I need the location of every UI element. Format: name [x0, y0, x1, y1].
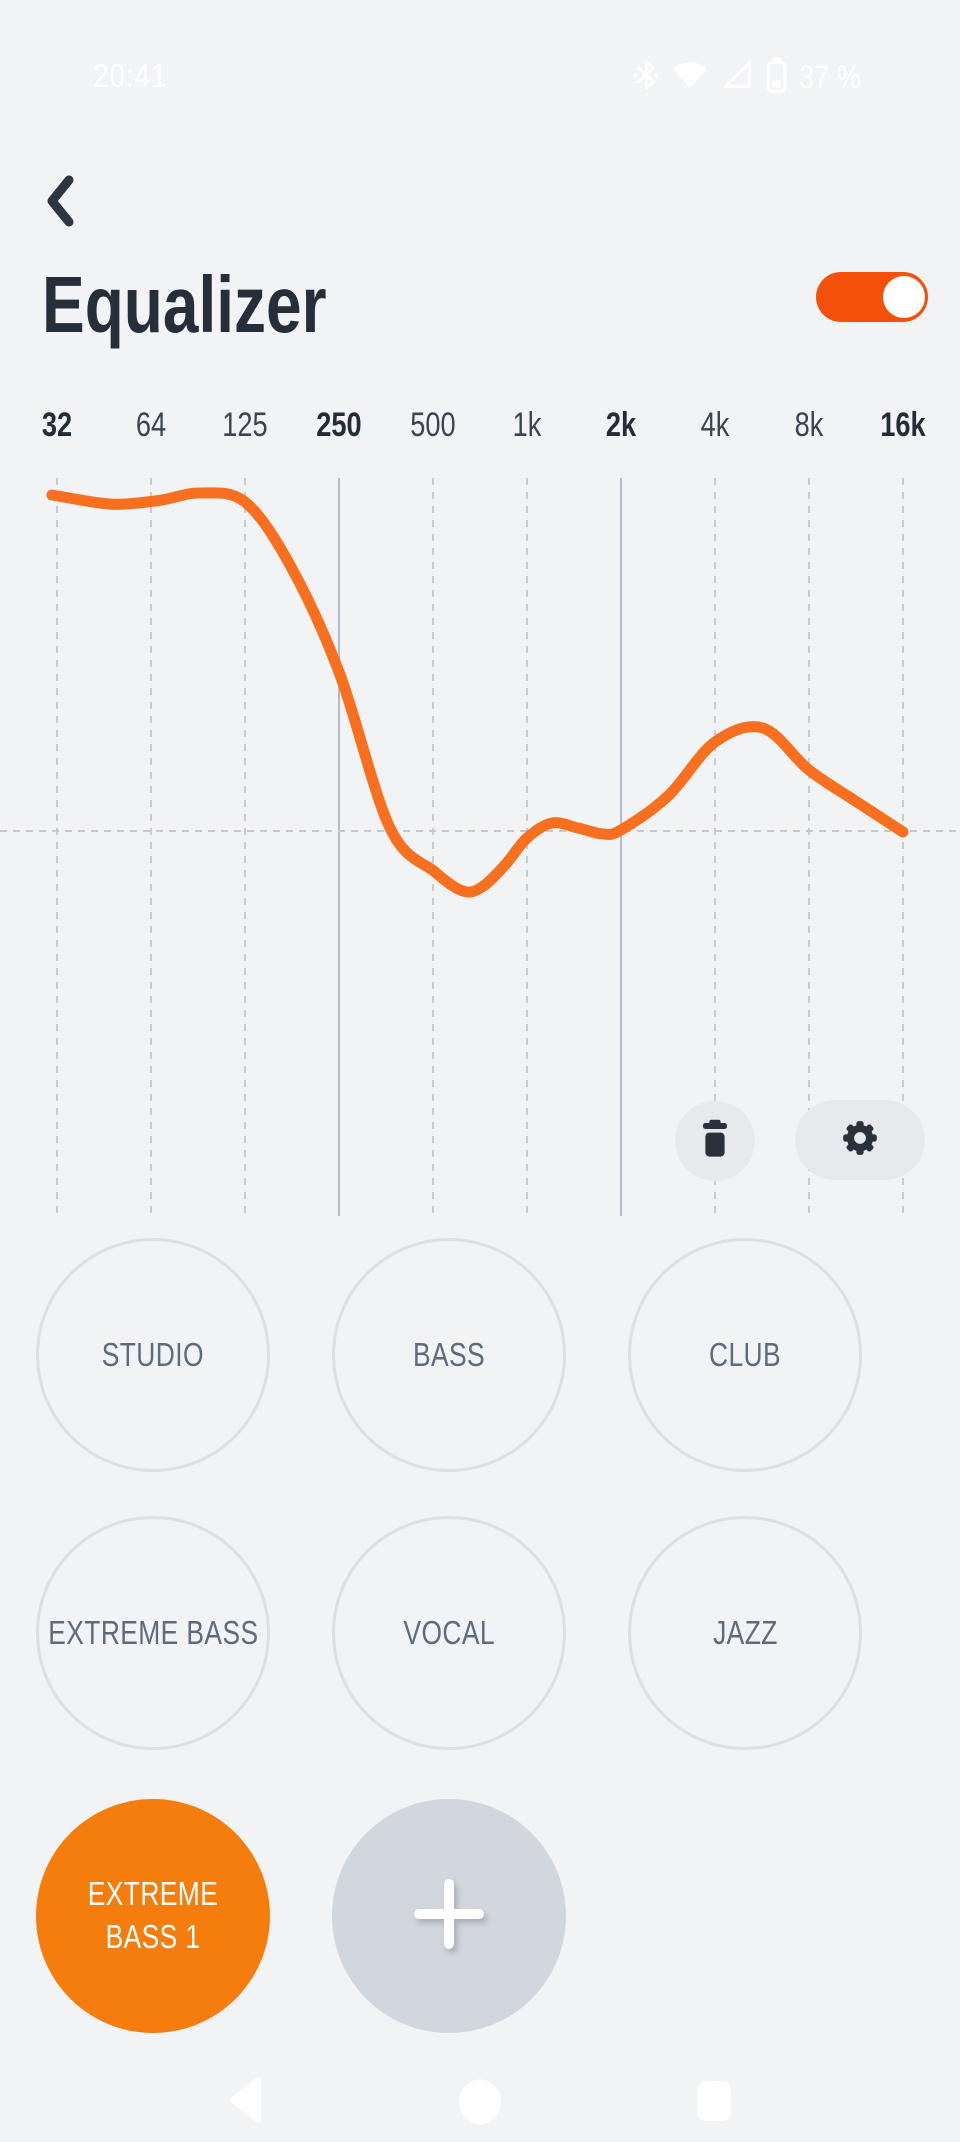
preset-label: STUDIO	[101, 1335, 205, 1373]
frequency-axis: 32 64 125 250 500 1k 2k 4k 8k 16k	[0, 408, 960, 442]
nav-back-button[interactable]	[228, 2076, 264, 2129]
freq-label-1k: 1k	[512, 406, 542, 444]
battery-icon	[766, 57, 787, 98]
freq-label-32: 32	[41, 406, 73, 444]
eq-curve[interactable]	[46, 487, 909, 898]
nav-recents-button[interactable]	[696, 2080, 732, 2127]
preset-extreme-bass-1[interactable]: EXTREME BASS 1	[36, 1799, 270, 2033]
nav-home-button[interactable]	[458, 2079, 502, 2130]
preset-label: VOCAL	[403, 1613, 495, 1651]
trash-icon	[699, 1119, 731, 1164]
preset-bass[interactable]: BASS	[332, 1238, 566, 1472]
preset-jazz[interactable]: JAZZ	[628, 1516, 862, 1750]
status-icons: 37 %	[633, 57, 872, 98]
freq-label-64: 64	[135, 406, 167, 444]
equalizer-toggle[interactable]	[816, 272, 928, 322]
chevron-left-icon	[43, 173, 77, 234]
bluetooth-icon	[633, 59, 659, 96]
plus-icon	[412, 1877, 486, 1956]
freq-label-8k: 8k	[794, 406, 824, 444]
add-preset-button[interactable]	[332, 1799, 566, 2033]
status-time: 20:41	[93, 57, 168, 94]
back-button[interactable]	[30, 170, 90, 236]
preset-label: EXTREME BASS	[47, 1613, 259, 1651]
preset-vocal[interactable]: VOCAL	[332, 1516, 566, 1750]
toggle-knob	[883, 276, 925, 318]
preset-studio[interactable]: STUDIO	[36, 1238, 270, 1472]
delete-preset-button[interactable]	[675, 1101, 755, 1181]
eq-curve-chart[interactable]	[0, 460, 960, 1230]
wifi-icon	[671, 59, 709, 95]
freq-label-2k: 2k	[605, 406, 637, 444]
freq-label-250: 250	[316, 406, 362, 444]
freq-label-125: 125	[222, 406, 268, 444]
preset-label: BASS	[412, 1335, 486, 1373]
preset-label: JAZZ	[712, 1613, 778, 1651]
freq-label-16k: 16k	[880, 406, 926, 444]
preset-club[interactable]: CLUB	[628, 1238, 862, 1472]
recents-square-icon	[696, 2080, 732, 2127]
home-circle-icon	[458, 2079, 502, 2130]
battery-percent-label: 37 %	[799, 58, 862, 95]
back-triangle-icon	[228, 2076, 264, 2129]
preset-label: EXTREME BASS 1	[87, 1875, 219, 1955]
preset-extreme-bass[interactable]: EXTREME BASS	[36, 1516, 270, 1750]
freq-label-4k: 4k	[700, 406, 730, 444]
page-title: Equalizer	[42, 260, 327, 349]
freq-label-500: 500	[410, 406, 456, 444]
gear-icon	[840, 1118, 880, 1163]
eq-settings-button[interactable]	[795, 1100, 925, 1180]
preset-label: CLUB	[708, 1335, 782, 1373]
cell-signal-icon	[721, 59, 754, 95]
